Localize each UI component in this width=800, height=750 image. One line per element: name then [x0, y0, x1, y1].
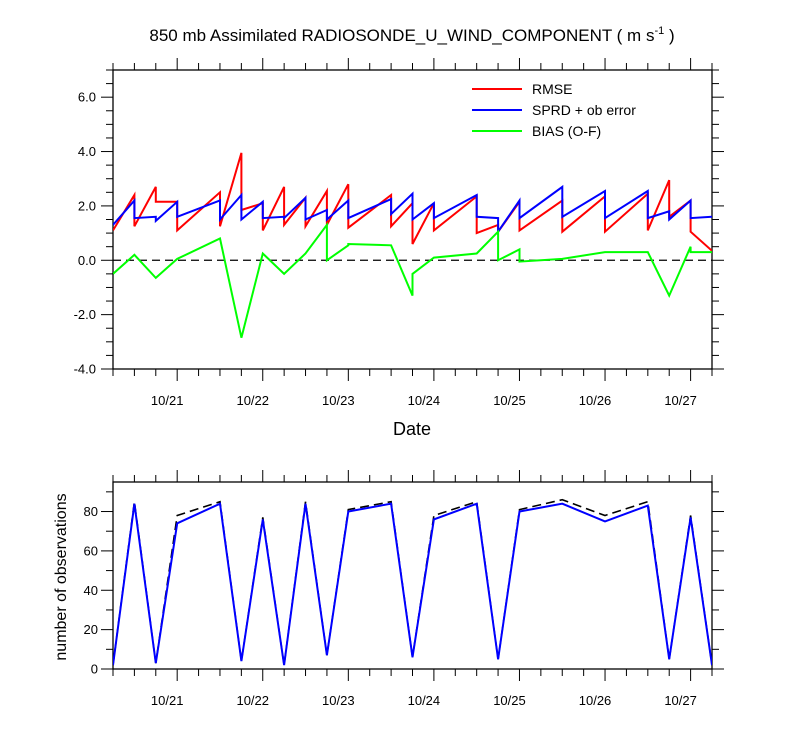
y-tick-label: 4.0	[78, 144, 96, 159]
series-line-available-observations	[113, 498, 712, 666]
series-line-sprd-ob-error	[113, 184, 712, 235]
y-ticks: 0 20 40 60 80	[84, 491, 724, 677]
bottom-panel: 10/21 10/22 10/23 10/24 10/25 10/26 10/27 0 20 40…	[84, 470, 724, 708]
x-tick-label: 10/23	[322, 693, 355, 708]
y-tick-label: 0.0	[78, 253, 96, 268]
legend-label: RMSE	[532, 81, 572, 97]
legend: RMSE SPRD + ob error BIAS (O-F)	[472, 81, 636, 139]
x-tick-label: 10/22	[236, 393, 269, 408]
x-tick-label: 10/23	[322, 393, 355, 408]
x-tick-label: 10/22	[236, 693, 269, 708]
series-line-assimilated-observations	[113, 502, 712, 666]
y-tick-label: -4.0	[74, 362, 96, 377]
y-tick-label: 0	[91, 662, 98, 677]
x-tick-label: 10/21	[151, 393, 184, 408]
y-tick-label: -2.0	[74, 307, 96, 322]
x-ticks: 10/21 10/22 10/23 10/24 10/25 10/26 10/27	[112, 58, 713, 408]
x-tick-label: 10/24	[408, 393, 441, 408]
y-tick-label: 20	[84, 622, 98, 637]
x-tick-label: 10/26	[579, 693, 612, 708]
x-ticks: 10/21 10/22 10/23 10/24 10/25 10/26 10/27	[112, 470, 713, 708]
x-tick-label: 10/27	[664, 693, 697, 708]
legend-label: SPRD + ob error	[532, 102, 636, 118]
x-tick-label: 10/25	[493, 693, 526, 708]
x-tick-label: 10/27	[664, 393, 697, 408]
y-tick-label: 60	[84, 543, 98, 558]
x-tick-label: 10/24	[408, 693, 441, 708]
chart-title: 850 mb Assimilated RADIOSONDE_U_WIND_COM…	[149, 25, 674, 45]
plot-frame	[112, 481, 713, 670]
legend-label: BIAS (O-F)	[532, 123, 601, 139]
chart-title-end: )	[664, 26, 674, 45]
chart-title-main: 850 mb Assimilated RADIOSONDE_U_WIND_COM…	[149, 26, 654, 45]
top-panel: 10/21 10/22 10/23 10/24 10/25 10/26 10/27-4.0-…	[74, 58, 724, 408]
x-tick-label: 10/25	[493, 393, 526, 408]
chart-title-superscript: -1	[654, 25, 664, 37]
x-tick-label: 10/21	[151, 693, 184, 708]
y-tick-label: 80	[84, 504, 98, 519]
series-line-bias-o-f	[113, 221, 712, 338]
x-tick-label: 10/26	[579, 393, 612, 408]
y-ticks: -4.0 -2.0 0.0 2.0 4.0 6.0	[74, 69, 724, 377]
x-axis-title: Date	[393, 419, 431, 439]
y-tick-label: 6.0	[78, 90, 96, 105]
y-tick-label: 40	[84, 583, 98, 598]
y-axis-title-observations: number of observations	[53, 493, 70, 660]
y-tick-label: 2.0	[78, 198, 96, 213]
